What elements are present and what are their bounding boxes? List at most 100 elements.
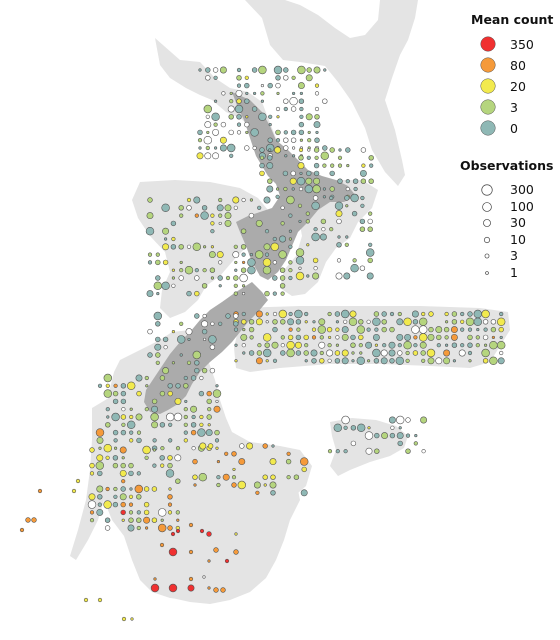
survey-marker [136,510,141,515]
survey-marker [171,330,175,334]
survey-marker [168,583,178,593]
survey-marker [231,451,237,457]
survey-marker [303,350,309,356]
survey-marker [241,343,246,348]
survey-marker [143,516,151,524]
survey-marker [288,213,293,218]
survey-marker [155,252,160,257]
survey-marker [436,334,442,341]
survey-marker [319,358,325,364]
survey-marker [171,268,175,272]
survey-marker [361,163,366,168]
survey-marker [212,389,222,398]
survey-marker [162,243,170,251]
survey-marker [314,91,320,96]
survey-marker [336,218,342,225]
survey-marker [197,428,206,437]
survey-marker [119,446,127,454]
survey-marker [197,129,203,136]
survey-marker [283,98,289,104]
survey-marker [244,145,250,151]
survey-marker [229,99,234,104]
survey-marker [280,350,286,356]
survey-marker [214,146,218,150]
mean-count-swatch-circle [480,78,496,94]
survey-marker [234,260,238,264]
survey-marker [170,531,176,537]
survey-marker [259,162,265,169]
survey-marker [199,442,207,450]
survey-marker [445,343,449,347]
survey-marker [301,466,307,473]
survey-marker [343,272,351,280]
survey-marker [497,357,505,365]
survey-marker [319,335,324,340]
survey-marker [482,319,489,325]
survey-marker [327,449,333,454]
survey-marker [19,527,25,533]
observations-swatch [484,254,490,259]
survey-marker [143,501,150,508]
survey-marker [427,333,435,341]
survey-marker [334,311,341,317]
survey-marker [190,429,197,436]
survey-marker [367,226,373,232]
survey-marker [413,343,418,348]
survey-marker [162,367,170,375]
survey-marker [210,245,214,249]
survey-marker [233,283,238,288]
survey-marker [321,227,326,232]
survey-marker [278,250,287,259]
survey-marker [145,526,149,530]
survey-marker [244,82,250,89]
survey-marker [489,356,498,365]
survey-marker [315,130,319,134]
survey-marker [237,480,247,490]
survey-marker [178,244,184,250]
survey-marker [307,130,311,134]
survey-marker [233,244,238,249]
survey-marker [179,321,184,326]
survey-marker [119,469,127,477]
survey-marker [296,177,306,186]
survey-marker [334,358,341,364]
survey-marker [345,204,349,208]
survey-marker [289,96,298,106]
survey-marker [329,147,335,153]
survey-marker [142,445,151,455]
survey-marker [341,357,349,365]
survey-marker [359,265,366,271]
mean-count-swatch [480,57,496,73]
survey-marker [225,275,231,281]
survey-marker [151,405,159,413]
survey-marker [236,67,242,73]
survey-marker [318,318,326,326]
survey-marker [155,336,161,343]
survey-marker [241,311,246,317]
observations-swatch-circle [483,219,491,228]
survey-marker [312,184,321,194]
survey-marker [473,309,482,319]
survey-marker [344,195,350,201]
survey-marker [257,205,262,210]
chatham-islands-area [330,418,408,476]
survey-marker [475,335,480,340]
mean-count-swatch-circle [480,120,496,136]
survey-marker [286,451,291,456]
survey-marker [89,462,95,469]
survey-marker [183,407,188,412]
survey-marker [274,146,282,154]
survey-marker [365,447,373,455]
survey-marker [307,138,312,143]
survey-marker [468,359,472,363]
survey-marker [227,143,236,153]
survey-marker [247,258,256,267]
observations-legend-label: 1 [510,265,518,280]
survey-marker [236,75,242,81]
survey-marker [136,517,142,523]
survey-marker [491,335,495,339]
survey-marker [298,129,305,136]
survey-marker [120,390,127,397]
survey-marker [112,501,119,508]
observations-legend-item: 100 [458,199,558,215]
